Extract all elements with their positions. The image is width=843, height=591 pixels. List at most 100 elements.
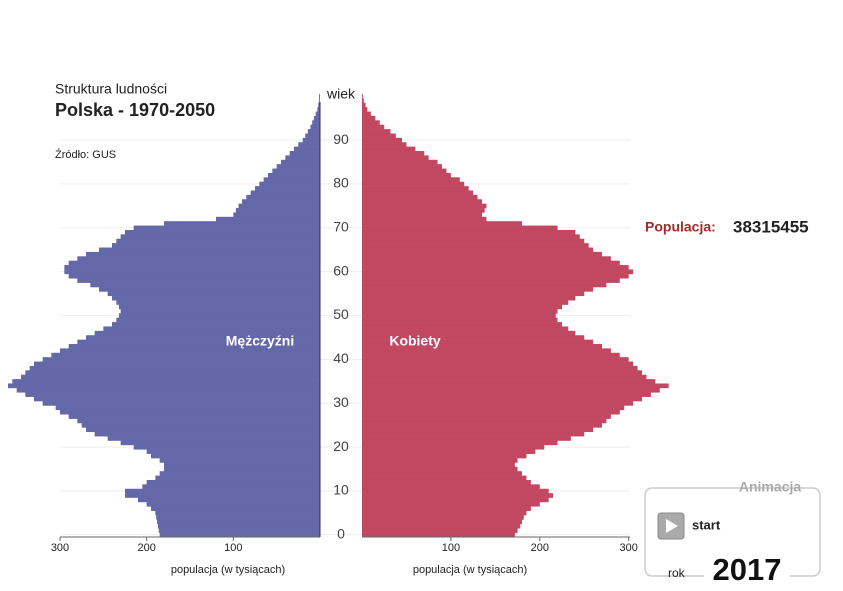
bar xyxy=(164,466,320,472)
bar xyxy=(60,348,320,354)
bar xyxy=(298,142,320,147)
bar xyxy=(112,295,320,301)
bar xyxy=(242,199,320,204)
bar xyxy=(362,229,576,235)
y-tick-label: 40 xyxy=(333,350,349,366)
bar xyxy=(362,129,391,134)
bar xyxy=(42,401,321,406)
start-label[interactable]: start xyxy=(692,517,721,532)
bar xyxy=(116,238,320,244)
play-button[interactable] xyxy=(657,512,685,540)
bar xyxy=(51,352,320,358)
bar xyxy=(362,142,407,147)
bar xyxy=(60,409,320,415)
bar xyxy=(315,111,320,117)
bar xyxy=(125,229,320,235)
bar xyxy=(362,282,607,288)
animation-panel: Animacja start rok 2017 xyxy=(644,479,821,587)
y-tick-label: 0 xyxy=(337,526,345,542)
bar xyxy=(362,379,656,384)
play-icon[interactable] xyxy=(666,519,678,533)
bar xyxy=(276,164,320,169)
bar xyxy=(302,137,320,143)
chart-subtitle: Struktura ludności xyxy=(55,81,167,97)
y-tick-label: 20 xyxy=(333,438,349,454)
bar xyxy=(281,159,320,165)
bar xyxy=(362,256,611,261)
bar xyxy=(268,172,320,178)
bar xyxy=(259,181,320,187)
bar xyxy=(362,370,642,376)
bar xyxy=(151,453,320,459)
y-tick-label: 30 xyxy=(333,394,349,410)
bar xyxy=(362,418,607,424)
bar xyxy=(34,396,320,402)
bar xyxy=(294,146,320,152)
bar xyxy=(362,234,580,240)
bar xyxy=(362,449,536,454)
bar xyxy=(362,221,522,226)
bar xyxy=(362,466,518,472)
bar xyxy=(238,203,320,209)
bar xyxy=(362,392,651,397)
bar xyxy=(146,479,320,485)
bar xyxy=(362,462,515,468)
bar xyxy=(362,133,396,139)
bar xyxy=(8,383,320,389)
x-axis-label: populacja (w tysiącach) xyxy=(171,564,285,576)
bar xyxy=(94,330,321,336)
bar xyxy=(362,146,416,152)
series-label: Kobiety xyxy=(389,333,441,349)
bar xyxy=(362,190,474,196)
bar xyxy=(362,151,425,156)
bar xyxy=(362,330,576,336)
bar xyxy=(362,519,522,525)
bar xyxy=(362,212,482,218)
bar xyxy=(362,497,549,503)
bar xyxy=(112,243,320,248)
bar xyxy=(146,449,320,454)
bar xyxy=(362,339,594,345)
bar xyxy=(146,501,320,507)
bar xyxy=(64,269,320,275)
bar xyxy=(68,273,321,279)
bar xyxy=(362,172,451,178)
bar xyxy=(362,352,620,358)
bar xyxy=(362,528,518,533)
bar xyxy=(362,414,611,419)
bar xyxy=(25,370,320,376)
bar xyxy=(94,431,321,437)
bar xyxy=(362,98,364,104)
bar xyxy=(362,493,554,498)
bar xyxy=(157,519,320,525)
bar xyxy=(362,427,594,433)
bar xyxy=(362,203,487,209)
bar xyxy=(362,107,368,112)
bar xyxy=(362,300,569,305)
bar xyxy=(29,365,321,371)
bar xyxy=(157,523,320,529)
bar xyxy=(362,124,385,130)
bar xyxy=(164,462,320,468)
bar xyxy=(362,335,585,340)
bar xyxy=(289,151,320,156)
year-label: rok xyxy=(668,566,686,580)
bar xyxy=(362,216,487,222)
bar xyxy=(151,506,320,511)
bar xyxy=(362,401,634,406)
y-tick-label: 80 xyxy=(333,175,349,191)
x-tick-label: 100 xyxy=(224,542,242,554)
bar xyxy=(235,208,320,213)
bar xyxy=(86,427,320,433)
bar xyxy=(362,453,527,459)
bar xyxy=(362,155,429,161)
panel-frame xyxy=(644,487,821,577)
bar xyxy=(285,155,320,161)
bar xyxy=(159,532,320,538)
bar xyxy=(362,396,642,402)
bar xyxy=(362,177,460,183)
bar xyxy=(310,124,320,130)
source: Źródło: GUS xyxy=(55,148,116,161)
bar xyxy=(362,444,545,450)
